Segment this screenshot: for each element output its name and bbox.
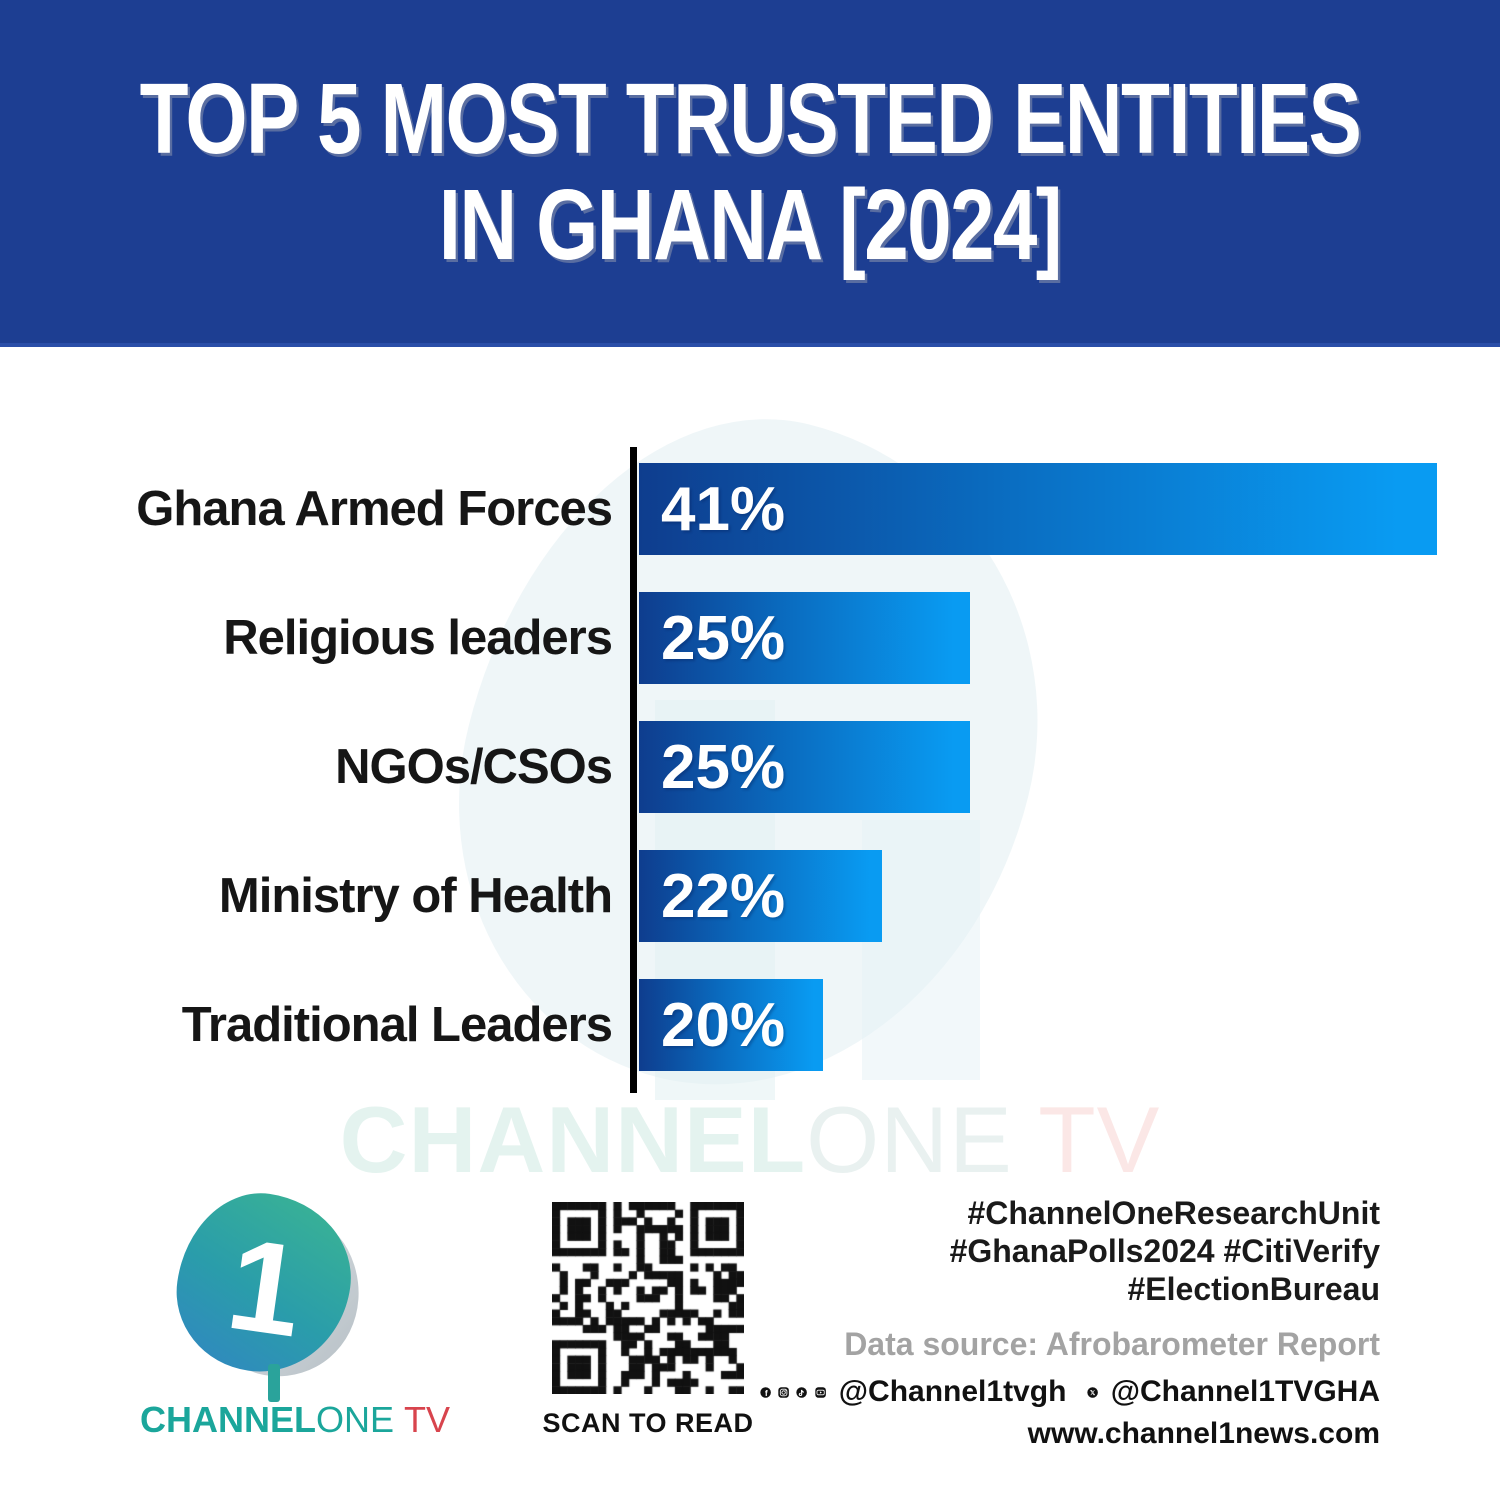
hashtag-line-2: #GhanaPolls2024 #CitiVerify	[949, 1233, 1380, 1269]
qr-code	[552, 1202, 744, 1394]
wordmark-one: ONE	[316, 1399, 395, 1440]
watermark-channel: CHANNEL	[339, 1087, 807, 1192]
chart-row: NGOs/CSOs 25%	[0, 721, 1500, 813]
youtube-icon	[814, 1386, 826, 1398]
page-title-line2: IN GHANA [2024]	[438, 168, 1063, 281]
instagram-icon	[778, 1386, 790, 1398]
logo-wordmark: CHANNELONE TV	[140, 1399, 450, 1441]
footer-right-block: #ChannelOneResearchUnit #GhanaPolls2024 …	[760, 1194, 1380, 1451]
data-source-note: Data source: Afrobarometer Report	[844, 1326, 1380, 1362]
bar-value-label: 41%	[661, 474, 786, 544]
chart-row: Ministry of Health 22%	[0, 850, 1500, 942]
watermark-channelone-tv: CHANNELONE TV	[0, 1086, 1500, 1194]
qr-caption: SCAN TO READ	[542, 1408, 754, 1438]
bar-5: 20%	[639, 979, 823, 1071]
wordmark-tv: TV	[404, 1399, 451, 1440]
channel-one-logo: 1 CHANNELONE TV	[140, 1182, 450, 1441]
bar-2: 25%	[639, 592, 970, 684]
bar-3: 25%	[639, 721, 970, 813]
social-handle-x: @Channel1TVGHA	[1110, 1375, 1380, 1408]
logo-numeral-1: 1	[219, 1209, 312, 1365]
chart-row: Traditional Leaders 20%	[0, 979, 1500, 1071]
bar-category-label: Ministry of Health	[218, 869, 613, 923]
x-icon: 𝕏	[1086, 1386, 1098, 1398]
channel-one-logo-art: 1	[140, 1182, 390, 1403]
svg-text:f: f	[765, 1387, 768, 1397]
bar-4: 22%	[639, 850, 882, 942]
page-title-line1: TOP 5 MOST TRUSTED ENTITIES	[139, 62, 1362, 175]
chart-row: Religious leaders 25%	[0, 592, 1500, 684]
watermark-one: ONE	[806, 1087, 1013, 1192]
wordmark-channel: CHANNEL	[140, 1399, 316, 1440]
bar-category-label: Traditional Leaders	[181, 998, 613, 1052]
svg-text:𝕏: 𝕏	[1089, 1389, 1095, 1397]
bar-category-label: NGOs/CSOs	[335, 740, 613, 794]
bar-value-label: 25%	[661, 603, 786, 673]
chart-axis-line	[630, 447, 637, 1093]
chart-row: Ghana Armed Forces 41%	[0, 463, 1500, 555]
watermark-tv: TV	[1012, 1087, 1161, 1192]
website-url: www.channel1news.com	[1027, 1417, 1380, 1450]
bar-category-label: Ghana Armed Forces	[136, 482, 613, 536]
header-banner: TOP 5 MOST TRUSTED ENTITIES IN GHANA [20…	[0, 0, 1500, 347]
bar-chart: Ghana Armed Forces 41% Religious leaders 25…	[0, 463, 1500, 1108]
social-row: f @Channel1tvgh 𝕏 @Channel1TVGHA	[760, 1375, 1380, 1409]
hashtag-line-3: #ElectionBureau	[1127, 1271, 1380, 1307]
logo-numeral-stem	[268, 1364, 280, 1402]
bar-value-label: 22%	[661, 861, 786, 931]
bar-value-label: 25%	[661, 732, 786, 802]
tiktok-icon	[796, 1386, 808, 1398]
hashtag-line-1: #ChannelOneResearchUnit	[967, 1195, 1380, 1231]
bar-1: 41%	[639, 463, 1437, 555]
facebook-icon: f	[760, 1386, 771, 1397]
bar-category-label: Religious leaders	[223, 611, 613, 665]
bar-value-label: 20%	[661, 990, 786, 1060]
social-handle-main: @Channel1tvgh	[838, 1375, 1067, 1408]
